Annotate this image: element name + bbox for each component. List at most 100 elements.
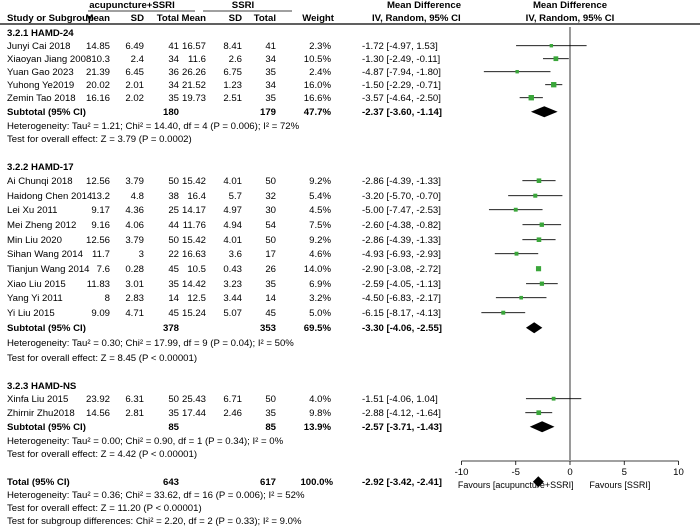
sd2-value: 2.51 — [223, 93, 242, 104]
mean1-value: 9.09 — [91, 308, 110, 319]
mean1-value: 12.56 — [86, 235, 110, 246]
sd1-value: 2.83 — [125, 293, 144, 304]
md-ci-text: -2.60 [-4.38, -0.82] — [362, 220, 441, 231]
total-label: Total (95% CI) — [7, 477, 70, 488]
total-weight: 100.0% — [300, 477, 333, 488]
sd2-value: 3.23 — [223, 279, 242, 290]
subtotal-weight: 13.9% — [304, 422, 332, 433]
study-header: Study or Subgroup — [7, 13, 94, 24]
sd1-value: 0.28 — [125, 264, 144, 275]
weight-value: 9.8% — [309, 408, 331, 419]
md-ci-text: -2.86 [-4.39, -1.33] — [362, 235, 441, 246]
sd1-value: 2.81 — [125, 408, 144, 419]
md-ci-text: -1.50 [-2.29, -0.71] — [362, 80, 441, 91]
md-ci-text: -3.20 [-5.70, -0.70] — [362, 191, 441, 202]
weight-value: 10.5% — [304, 54, 332, 65]
point-estimate — [539, 222, 544, 227]
mean1-value: 9.17 — [91, 205, 110, 216]
footer-text: Test for subgroup differences: Chi² = 2.… — [7, 516, 302, 527]
md-ci-text: -5.00 [-7.47, -2.53] — [362, 205, 441, 216]
subtotal-n1: 85 — [168, 422, 179, 433]
total1-value: 22 — [168, 249, 179, 260]
subgroup-title: 3.2.1 HAMD-24 — [7, 28, 74, 39]
md-ci-text: -2.88 [-4.12, -1.64] — [362, 408, 441, 419]
sd2-value: 1.23 — [223, 80, 242, 91]
heterogeneity-text: Heterogeneity: Tau² = 0.00; Chi² = 0.90,… — [7, 436, 284, 447]
weight-value: 3.2% — [309, 293, 331, 304]
total2-value: 50 — [265, 235, 276, 246]
mean2-value: 16.57 — [182, 41, 206, 52]
point-estimate — [553, 56, 559, 62]
subtotal-ci-text: -3.30 [-4.06, -2.55] — [362, 323, 442, 334]
sd2-value: 6.71 — [223, 394, 242, 405]
total-diamond — [532, 476, 544, 488]
total1-value: 36 — [168, 67, 179, 78]
mean1-value: 21.39 — [86, 67, 110, 78]
study-name: Yang Yi 2011 — [7, 293, 63, 304]
sd1-value: 6.49 — [125, 41, 144, 52]
mean2-value: 15.42 — [182, 176, 206, 187]
mean1-value: 14.85 — [86, 41, 110, 52]
md-title-left: Mean Difference — [387, 0, 461, 11]
point-estimate — [501, 310, 506, 315]
subtotal-weight: 47.7% — [304, 107, 332, 118]
mean1-value: 7.6 — [97, 264, 110, 275]
favours-right-label: Favours [SSRI] — [589, 480, 650, 490]
point-estimate — [535, 266, 542, 272]
sd2-value: 4.01 — [223, 176, 242, 187]
x-tick-label: -5 — [511, 467, 520, 478]
sd2-value: 4.97 — [223, 205, 242, 216]
heterogeneity-text: Heterogeneity: Tau² = 0.30; Chi² = 17.99… — [7, 338, 294, 349]
sd2-value: 0.43 — [223, 264, 242, 275]
sd1-value: 3.79 — [125, 176, 144, 187]
subtotal-weight: 69.5% — [304, 323, 332, 334]
x-tick-label: 10 — [673, 467, 684, 478]
mean2-value: 16.63 — [182, 249, 206, 260]
mean1-value: 23.92 — [86, 394, 110, 405]
total-n2: 617 — [260, 477, 276, 488]
md-ci-text: -1.72 [-4.97, 1.53] — [362, 41, 438, 52]
point-estimate — [513, 207, 518, 212]
total2-value: 35 — [265, 279, 276, 290]
study-name: Yuan Gao 2023 — [7, 67, 74, 78]
mean1-value: 8 — [105, 293, 110, 304]
x-tick-label: 5 — [622, 467, 627, 478]
study-name: Min Liu 2020 — [7, 235, 62, 246]
weight-value: 7.5% — [309, 220, 331, 231]
total1-value: 50 — [168, 176, 179, 187]
subtotal-n2: 179 — [260, 107, 276, 118]
md-method-left: IV, Random, 95% CI — [372, 13, 461, 24]
group2-header: SSRI — [232, 0, 255, 11]
total2-value: 35 — [265, 93, 276, 104]
sd2-value: 4.94 — [223, 220, 242, 231]
mean1-value: 20.02 — [86, 80, 110, 91]
total2-value: 41 — [265, 41, 276, 52]
total2-value: 35 — [265, 67, 276, 78]
weight-value: 16.6% — [304, 93, 332, 104]
total2-value: 50 — [265, 176, 276, 187]
sd1-value: 3.79 — [125, 235, 144, 246]
total1-value: 35 — [168, 93, 179, 104]
total2-value: 26 — [265, 264, 276, 275]
point-estimate — [514, 251, 519, 256]
mean2-value: 10.5 — [187, 264, 206, 275]
total1-value: 50 — [168, 394, 179, 405]
point-estimate — [536, 410, 542, 416]
weight-value: 2.3% — [309, 41, 331, 52]
total1-value: 41 — [168, 41, 179, 52]
md-ci-text: -2.90 [-3.08, -2.72] — [362, 264, 441, 275]
mean1-value: 12.56 — [86, 176, 110, 187]
weight-value: 16.0% — [304, 80, 332, 91]
total1-header: Total — [157, 13, 179, 24]
mean2-value: 19.73 — [182, 93, 206, 104]
sd1-value: 2.4 — [131, 54, 145, 65]
study-name: Lei Xu 2011 — [7, 205, 58, 216]
weight-value: 9.2% — [309, 235, 331, 246]
sd1-value: 4.36 — [125, 205, 144, 216]
footer-text: Heterogeneity: Tau² = 0.36; Chi² = 33.62… — [7, 490, 305, 501]
study-name: Xiaoyan Jiang 2008 — [7, 54, 91, 65]
sd2-value: 5.07 — [223, 308, 242, 319]
subtotal-diamond — [525, 322, 543, 334]
mean2-value: 21.52 — [182, 80, 206, 91]
md-ci-text: -1.51 [-4.06, 1.04] — [362, 394, 438, 405]
